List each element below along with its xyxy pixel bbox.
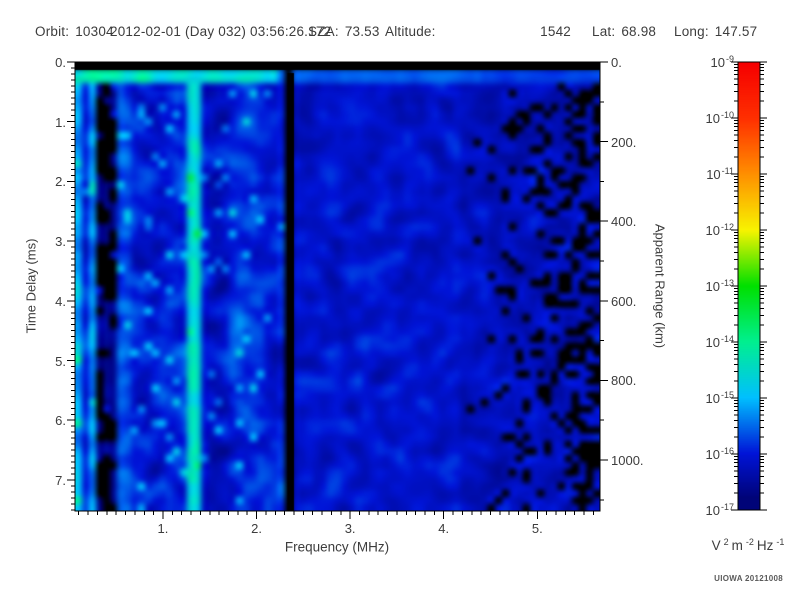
colorbar-tick-label: 10-15 bbox=[686, 390, 734, 406]
altitude-label: Altitude: bbox=[385, 24, 436, 39]
y-tick-label: 7. bbox=[55, 472, 66, 488]
right-tick-label: 600. bbox=[611, 293, 637, 309]
units-symbol: V bbox=[711, 538, 721, 553]
right-tick-label: 1000. bbox=[611, 453, 644, 469]
colorbar-tick-base: 10 bbox=[705, 111, 720, 126]
colorbar-tick-exponent: -17 bbox=[720, 502, 734, 512]
y-tick-label: 1. bbox=[55, 114, 66, 130]
lat-field: Lat: 68.98 bbox=[592, 24, 656, 39]
sza-label: SZA: bbox=[308, 24, 339, 39]
colorbar-tick-base: 10 bbox=[705, 223, 720, 238]
colorbar-tick-label: 10-17 bbox=[686, 502, 734, 518]
right-tick-label: 800. bbox=[611, 373, 637, 389]
x-tick-label: 1. bbox=[157, 521, 169, 536]
orbit-value: 10304 bbox=[75, 24, 114, 39]
orbit-label: Orbit: bbox=[35, 24, 70, 39]
lat-label: Lat: bbox=[592, 24, 616, 39]
colorbar-canvas bbox=[738, 62, 760, 510]
colorbar-tick-base: 10 bbox=[706, 167, 721, 182]
colorbar-units: V 2 m -2 Hz -1 bbox=[712, 537, 785, 553]
right-tick-label: 0. bbox=[611, 55, 622, 70]
x-tick-label: 4. bbox=[438, 521, 450, 536]
colorbar-tick-label: 10-11 bbox=[686, 166, 734, 182]
long-value: 147.57 bbox=[714, 24, 758, 39]
long-field: Long: 147.57 bbox=[674, 24, 757, 39]
colorbar-tick-label: 10-14 bbox=[686, 334, 734, 350]
colorbar-tick-base: 10 bbox=[710, 55, 725, 70]
y-tick-label: 4. bbox=[55, 293, 66, 309]
colorbar-tick-label: 10-16 bbox=[686, 446, 734, 462]
colorbar-tick-exponent: -9 bbox=[725, 54, 734, 64]
colorbar-tick-label: 10-9 bbox=[686, 54, 734, 70]
right-tick-label: 400. bbox=[611, 214, 637, 230]
colorbar-tick-label: 10-13 bbox=[686, 278, 734, 294]
spectrogram-canvas bbox=[75, 62, 600, 511]
colorbar-tick-exponent: -13 bbox=[720, 278, 734, 288]
y-tick-label: 0. bbox=[55, 55, 66, 70]
x-tick-label: 5. bbox=[531, 521, 543, 536]
x-tick-label: 2. bbox=[251, 521, 262, 536]
units-symbol: Hz bbox=[756, 538, 774, 553]
orbit-field: Orbit: 10304 bbox=[35, 24, 114, 39]
datetime-field: 2012-02-01 (Day 032) 03:56:26.172 bbox=[110, 24, 332, 39]
colorbar-tick-base: 10 bbox=[705, 279, 720, 294]
colorbar-tick-base: 10 bbox=[705, 447, 720, 462]
x-axis-title: Frequency (MHz) bbox=[284, 539, 390, 555]
y-tick-label: 2. bbox=[55, 174, 66, 190]
sza-value: 73.53 bbox=[344, 24, 380, 39]
units-exponent: 2 bbox=[723, 537, 729, 547]
altitude-field: Altitude: 1542 bbox=[385, 24, 571, 39]
units-exponent: -1 bbox=[776, 537, 785, 547]
colorbar-tick-exponent: -12 bbox=[720, 222, 734, 232]
colorbar-tick-exponent: -11 bbox=[721, 166, 734, 176]
x-tick-label: 3. bbox=[344, 521, 356, 536]
right-axis-title: Apparent Range (km) bbox=[652, 223, 668, 349]
units-symbol: m bbox=[731, 538, 743, 553]
y-tick-label: 5. bbox=[55, 353, 66, 369]
colorbar-tick-exponent: -16 bbox=[720, 446, 734, 456]
colorbar-tick-label: 10-10 bbox=[686, 110, 734, 126]
lat-value: 68.98 bbox=[621, 24, 657, 39]
credit-text: UIOWA 20121008 bbox=[714, 574, 783, 583]
colorbar-tick-base: 10 bbox=[705, 335, 720, 350]
y-tick-label: 6. bbox=[55, 413, 66, 429]
colorbar-tick-exponent: -14 bbox=[720, 334, 734, 344]
colorbar-tick-exponent: -15 bbox=[720, 390, 734, 400]
y-tick-label: 3. bbox=[55, 234, 66, 250]
units-exponent: -2 bbox=[745, 537, 754, 547]
y-axis-title: Time Delay (ms) bbox=[23, 238, 39, 334]
altitude-value: 1542 bbox=[540, 24, 571, 39]
right-tick-label: 200. bbox=[611, 134, 637, 150]
long-label: Long: bbox=[674, 24, 709, 39]
colorbar-tick-base: 10 bbox=[705, 503, 720, 518]
colorbar-tick-exponent: -10 bbox=[720, 110, 734, 120]
sza-field: SZA: 73.53 bbox=[308, 24, 380, 39]
colorbar-tick-base: 10 bbox=[705, 391, 720, 406]
colorbar-tick-label: 10-12 bbox=[686, 222, 734, 238]
